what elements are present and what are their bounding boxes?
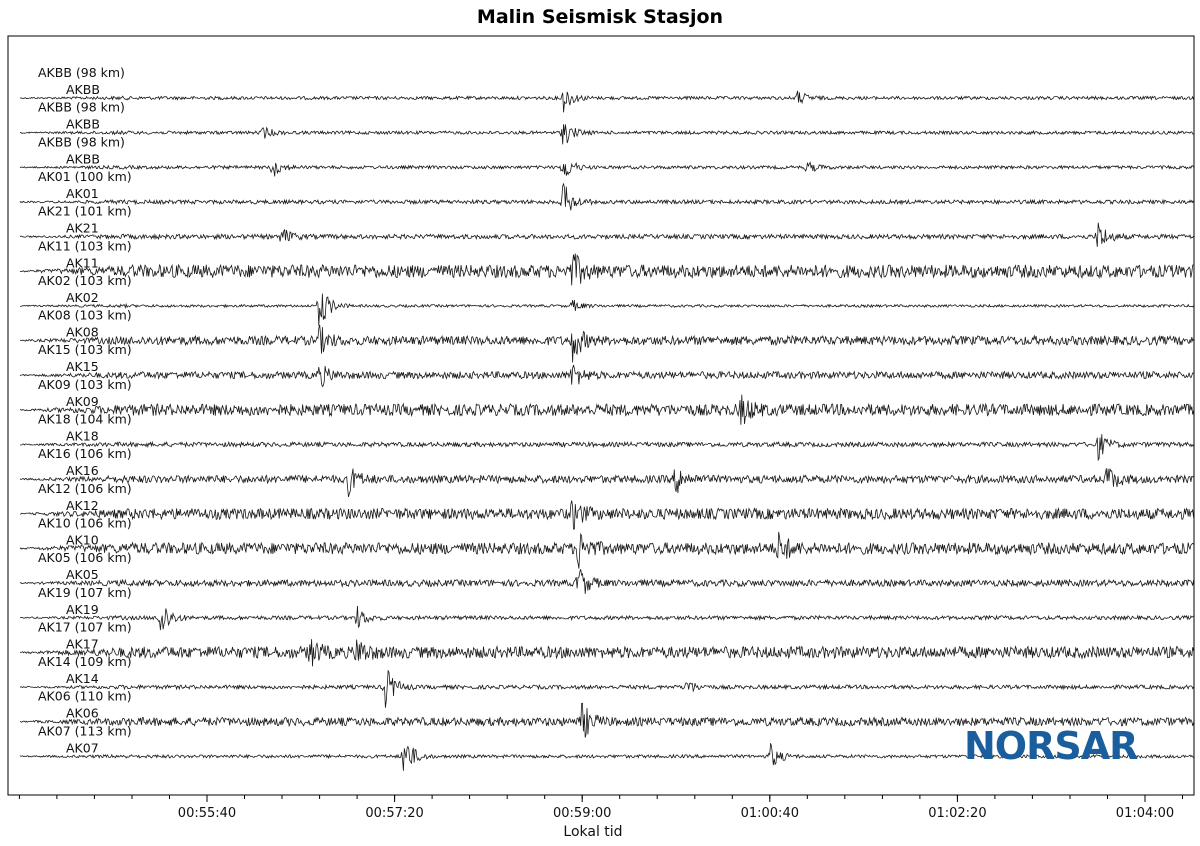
x-tick-label: 00:57:20	[365, 806, 423, 821]
trace-station-name: AK21	[66, 221, 99, 236]
x-tick-label: 01:04:00	[1116, 806, 1174, 821]
trace-ak19-15	[20, 605, 1194, 631]
trace-label: AK02 (103 km)	[38, 273, 132, 288]
trace-station-name: AKBB	[66, 151, 100, 166]
trace-labels-group: AKBB (98 km) AKBB AKBB (98 km) AKBB AKBB (98…	[38, 65, 132, 755]
trace-label: AKBB (98 km)	[38, 134, 125, 149]
chart-title: Malin Seismisk Stasjon	[476, 6, 724, 28]
trace-ak16-11	[19, 468, 1194, 497]
norsar-logo-text: NORSAR	[964, 724, 1138, 768]
trace-label: AK17 (107 km)	[38, 619, 132, 634]
trace-station-name: AK11	[66, 255, 99, 270]
trace-label: AK15 (103 km)	[38, 342, 132, 357]
trace-station-name: AK06	[66, 706, 99, 721]
trace-ak08-7	[19, 324, 1194, 363]
trace-ak15-8	[19, 364, 1194, 388]
trace-ak21-4	[19, 222, 1194, 247]
x-axis: 00:55:40 00:57:20 00:59:00 01:00:40 01:02:20…	[18, 795, 1183, 821]
trace-station-name: AK05	[66, 567, 99, 582]
trace-label: AK08 (103 km)	[38, 308, 132, 323]
trace-label: AK12 (106 km)	[38, 481, 132, 496]
trace-label: AK09 (103 km)	[38, 377, 132, 392]
trace-station-name: AK10	[66, 532, 99, 547]
x-tick-label: 01:02:20	[928, 806, 986, 821]
trace-station-name: AK09	[66, 394, 99, 409]
plot-frame	[7, 35, 1195, 796]
trace-ak10-13	[19, 531, 1194, 569]
trace-label: AK11 (103 km)	[38, 238, 132, 253]
trace-akbb-0	[19, 90, 1194, 113]
trace-label: AK05 (106 km)	[38, 550, 132, 565]
trace-label: AKBB (98 km)	[38, 65, 125, 80]
trace-station-name: AK15	[66, 359, 99, 374]
trace-station-name: AK08	[66, 325, 99, 340]
traces-group	[19, 90, 1194, 771]
trace-label: AK21 (101 km)	[38, 204, 132, 219]
trace-label: AK19 (107 km)	[38, 585, 132, 600]
trace-station-name: AK02	[66, 290, 99, 305]
x-tick-label: 00:59:00	[553, 806, 611, 821]
trace-ak12-12	[19, 500, 1194, 530]
trace-station-name: AKBB	[66, 117, 100, 132]
trace-ak07-19	[19, 743, 1194, 771]
trace-station-name: AK07	[66, 740, 99, 755]
trace-label: AK07 (113 km)	[38, 723, 132, 738]
trace-station-name: AK19	[66, 602, 99, 617]
trace-ak02-6	[19, 293, 1194, 326]
trace-ak09-9	[19, 394, 1194, 425]
trace-label: AK06 (110 km)	[38, 689, 132, 704]
trace-station-name: AK16	[66, 463, 99, 478]
trace-ak06-18	[19, 702, 1194, 738]
trace-ak01-3	[19, 182, 1194, 211]
trace-station-name: AK12	[66, 498, 99, 513]
trace-station-name: AK14	[66, 671, 99, 686]
trace-label: AKBB (98 km)	[38, 100, 125, 115]
trace-label: AK01 (100 km)	[38, 169, 132, 184]
trace-label: AK14 (109 km)	[38, 654, 132, 669]
x-axis-label: Lokal tid	[563, 824, 622, 840]
trace-station-name: AK17	[66, 636, 99, 651]
trace-ak05-14	[19, 569, 1194, 594]
x-tick-label: 01:00:40	[741, 806, 799, 821]
trace-label: AK18 (104 km)	[38, 412, 132, 427]
x-tick-label: 00:55:40	[178, 806, 236, 821]
trace-station-name: AK01	[66, 186, 99, 201]
trace-label: AK10 (106 km)	[38, 515, 132, 530]
trace-ak11-5	[19, 253, 1194, 286]
norsar-logo: NORSAR	[964, 724, 1139, 768]
trace-akbb-1	[19, 124, 1194, 145]
trace-label: AK16 (106 km)	[38, 446, 132, 461]
trace-ak18-10	[20, 434, 1194, 462]
trace-station-name: AKBB	[66, 82, 100, 97]
trace-akbb-2	[19, 161, 1194, 177]
trace-station-name: AK18	[66, 429, 99, 444]
trace-ak17-16	[19, 639, 1194, 667]
trace-ak14-17	[19, 670, 1194, 708]
